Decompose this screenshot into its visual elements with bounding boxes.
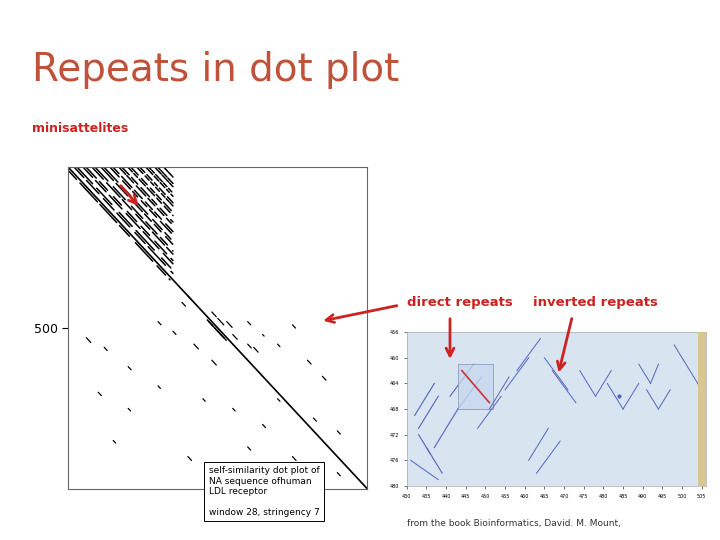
Text: minisattelites: minisattelites [32,122,129,134]
Text: Repeats in dot plot: Repeats in dot plot [32,51,400,89]
Bar [698,332,709,492]
Text: self-similarity dot plot of
NA sequence ofhuman
LDL receptor

window 28, stringe: self-similarity dot plot of NA sequence … [209,466,320,517]
Bar [458,364,493,409]
Text: from the book Bioinformatics, David. M. Mount,: from the book Bioinformatics, David. M. … [407,519,621,528]
Text: inverted repeats: inverted repeats [533,296,657,309]
Text: direct repeats: direct repeats [407,296,513,309]
